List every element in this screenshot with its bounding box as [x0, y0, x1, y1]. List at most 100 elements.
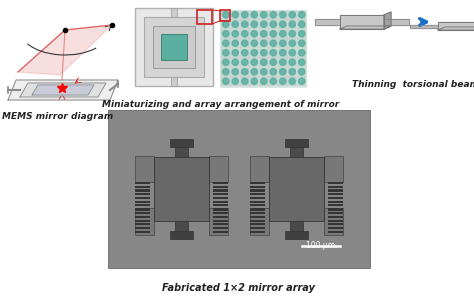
Circle shape [223, 78, 229, 84]
Bar [285, 231, 308, 239]
Circle shape [242, 59, 248, 65]
Bar [250, 189, 265, 192]
Bar [291, 147, 303, 157]
Bar [135, 227, 150, 229]
Bar [230, 58, 239, 67]
Bar [259, 67, 268, 77]
Bar [278, 39, 287, 48]
Text: Miniaturizing and array arrangement of mirror: Miniaturizing and array arrangement of m… [102, 100, 339, 109]
Circle shape [289, 31, 295, 37]
Circle shape [232, 69, 238, 75]
Circle shape [223, 21, 229, 27]
Bar [221, 10, 230, 20]
Bar [278, 29, 287, 39]
Circle shape [280, 69, 286, 75]
Bar [135, 193, 150, 195]
Bar [171, 77, 177, 86]
Bar [259, 48, 268, 58]
Circle shape [280, 31, 286, 37]
Circle shape [261, 50, 267, 56]
Circle shape [280, 59, 286, 65]
Polygon shape [384, 19, 409, 25]
Bar [212, 212, 228, 214]
Bar [268, 67, 277, 77]
Polygon shape [438, 27, 474, 30]
Bar [212, 200, 228, 203]
Bar [328, 193, 343, 195]
Circle shape [270, 50, 276, 56]
Circle shape [251, 21, 257, 27]
Circle shape [242, 69, 248, 75]
Bar [297, 10, 306, 20]
Circle shape [299, 50, 305, 56]
Circle shape [232, 12, 238, 18]
Circle shape [261, 12, 267, 18]
Bar [250, 212, 265, 214]
Bar [249, 67, 258, 77]
Bar [135, 182, 150, 184]
Bar [230, 48, 239, 58]
Bar [250, 227, 265, 229]
Circle shape [280, 12, 286, 18]
Bar [328, 182, 343, 184]
Bar [324, 156, 343, 182]
Polygon shape [340, 15, 384, 29]
Bar [250, 156, 269, 182]
Circle shape [223, 69, 229, 75]
Polygon shape [410, 25, 438, 28]
Bar [278, 10, 287, 20]
Bar [135, 186, 150, 188]
Polygon shape [340, 26, 391, 29]
Bar [240, 58, 249, 67]
Bar [328, 186, 343, 188]
Bar [240, 67, 249, 77]
Bar [250, 182, 265, 184]
Bar [250, 216, 265, 218]
Bar [212, 204, 228, 206]
Circle shape [242, 40, 248, 46]
Bar [297, 39, 306, 48]
Circle shape [223, 12, 229, 18]
Circle shape [289, 59, 295, 65]
Bar [170, 139, 193, 147]
Bar [259, 10, 268, 20]
Circle shape [299, 59, 305, 65]
Circle shape [232, 40, 238, 46]
Bar [249, 39, 258, 48]
Circle shape [251, 69, 257, 75]
Bar [328, 197, 343, 199]
Bar [278, 58, 287, 67]
Bar [135, 208, 154, 235]
Bar [249, 20, 258, 29]
Bar [297, 58, 306, 67]
Circle shape [299, 21, 305, 27]
Polygon shape [315, 19, 340, 25]
Circle shape [280, 40, 286, 46]
Bar [240, 20, 249, 29]
Bar [259, 29, 268, 39]
Polygon shape [20, 83, 106, 97]
Bar [268, 20, 277, 29]
Circle shape [242, 31, 248, 37]
Bar [328, 204, 343, 206]
Circle shape [289, 69, 295, 75]
Bar [297, 20, 306, 29]
Bar [291, 221, 303, 231]
Circle shape [270, 78, 276, 84]
Circle shape [270, 59, 276, 65]
Bar [328, 212, 343, 214]
Bar [230, 77, 239, 86]
Circle shape [251, 12, 257, 18]
Bar [240, 39, 249, 48]
Circle shape [280, 50, 286, 56]
Bar [144, 17, 204, 77]
Bar [212, 231, 228, 233]
Circle shape [261, 69, 267, 75]
Circle shape [261, 31, 267, 37]
Bar [268, 39, 277, 48]
Bar [288, 77, 297, 86]
Bar [328, 223, 343, 225]
Bar [230, 67, 239, 77]
Bar [212, 208, 228, 211]
Circle shape [261, 78, 267, 84]
